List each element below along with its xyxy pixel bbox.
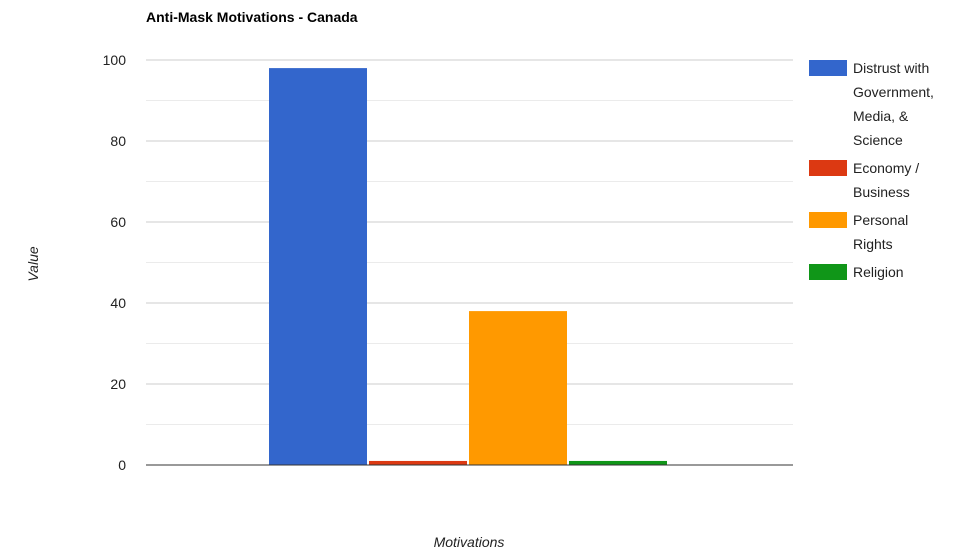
legend-item[interactable]: Economy / Business [809,160,919,200]
y-tick-label: 100 [103,52,127,68]
legend-swatch [809,264,847,280]
y-axis-ticks: 0 20 40 60 80 100 [103,52,127,473]
legend-item[interactable]: Personal Rights [809,212,908,252]
x-axis-title: Motivations [434,534,505,548]
legend: Distrust with Government, Media, & Science E… [809,60,934,280]
legend-swatch [809,160,847,176]
bar-distrust-with-government-media-science[interactable] [269,68,367,465]
chart-title: Anti-Mask Motivations - Canada [146,9,358,25]
gridlines [146,59,793,425]
bars [269,68,667,465]
legend-label: Personal Rights [853,212,908,252]
legend-label: Distrust with Government, Media, & Science [853,60,934,148]
y-axis-title: Value [25,246,41,282]
y-tick-label: 40 [110,295,126,311]
y-tick-label: 60 [110,214,126,230]
bar-economy-business[interactable] [369,460,467,465]
legend-swatch [809,212,847,228]
legend-item[interactable]: Distrust with Government, Media, & Science [809,60,934,148]
legend-swatch [809,60,847,76]
bar-personal-rights[interactable] [469,311,567,465]
y-tick-label: 80 [110,133,126,149]
bar-religion[interactable] [569,460,667,465]
legend-label: Economy / Business [853,160,919,200]
y-tick-label: 0 [118,457,126,473]
y-tick-label: 20 [110,376,126,392]
legend-label: Religion [853,264,904,280]
legend-item[interactable]: Religion [809,264,904,280]
